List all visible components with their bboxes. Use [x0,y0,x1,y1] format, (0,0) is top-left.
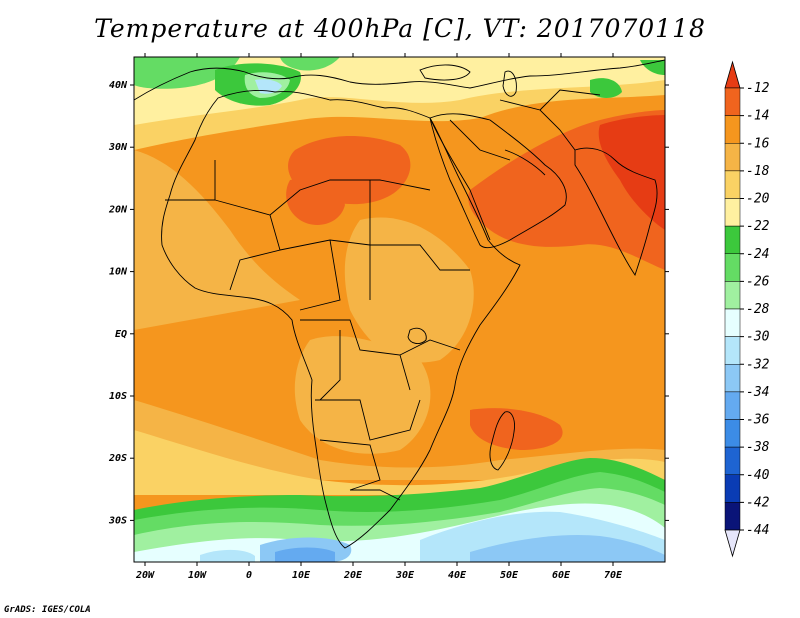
colorbar-box [724,225,741,254]
lat-tick-label: 20N [108,204,128,215]
colorbar-box [724,474,741,503]
plot-frame [133,56,666,563]
colorbar-box [724,87,741,116]
longitude-axis: 20W 10W 0 10E 20E 30E 40E 50E 60E 70E [135,53,623,581]
lon-tick-label: 10E [292,570,311,581]
colorbar-box [724,198,741,227]
colorbar-label: -38 [746,440,770,455]
colorbar-box [724,115,741,144]
colorbar-box [724,391,741,420]
lon-tick-label: 70E [604,570,623,581]
colorbar-top-triangle [724,60,741,89]
colorbar-label: -22 [746,219,770,234]
colorbar-box [724,446,741,475]
credit-label: GrADS: IGES/COLA [4,605,91,615]
colorbar-label: -36 [746,413,770,428]
colorbar-label: -26 [746,274,770,289]
lat-tick-label: EQ [115,329,127,340]
lat-tick-label: 30N [108,142,128,153]
colorbar-box [724,170,741,199]
chart-title: Temperature at 400hPa [C], VT: 201707011… [94,14,706,43]
colorbar-label: -12 [746,81,770,96]
colorbar-box [724,419,741,448]
temperature-field [134,57,665,562]
lat-tick-label: 30S [108,515,127,526]
lon-tick-label: 20E [343,570,363,581]
colorbar-box [724,281,741,310]
colorbar-label: -42 [746,495,770,510]
colorbar-box [724,308,741,337]
colorbar-box [724,364,741,393]
lon-tick-label: 30E [395,570,415,581]
lon-tick-label: 20W [135,570,155,581]
colorbar-box [724,143,741,172]
colorbar: -12 -14 -16 -18 -20 -22 -24 -26 -28 -30 -32 -34 -36 -… [724,60,770,558]
colorbar-label: -16 [746,136,770,151]
colorbar-label: -18 [746,164,770,179]
colorbar-label: -20 [746,192,770,207]
colorbar-box [724,502,741,531]
colorbar-label: -24 [746,247,769,262]
colorbar-label: -34 [746,385,769,400]
lon-tick-label: 50E [500,570,519,581]
colorbar-label: -14 [746,109,769,124]
lat-tick-label: 40N [109,80,128,91]
lon-tick-label: 60E [552,570,571,581]
lon-tick-label: 10W [188,570,207,581]
colorbar-label: -32 [746,357,770,372]
lat-tick-label: 10S [109,391,127,402]
lon-tick-label: 0 [246,570,252,581]
latitude-axis: 40N 30N 20N 10N EQ 10S 20S 30S [108,80,669,526]
colorbar-label: -28 [746,302,770,317]
lon-tick-label: 40E [448,570,467,581]
colorbar-box [724,253,741,282]
lat-tick-label: 10N [109,267,128,278]
colorbar-box [724,336,741,365]
colorbar-label: -30 [746,330,770,345]
colorbar-label: -40 [746,468,770,483]
colorbar-label: -44 [746,523,769,538]
colorbar-bottom-triangle [724,529,741,558]
lat-tick-label: 20S [108,453,127,464]
